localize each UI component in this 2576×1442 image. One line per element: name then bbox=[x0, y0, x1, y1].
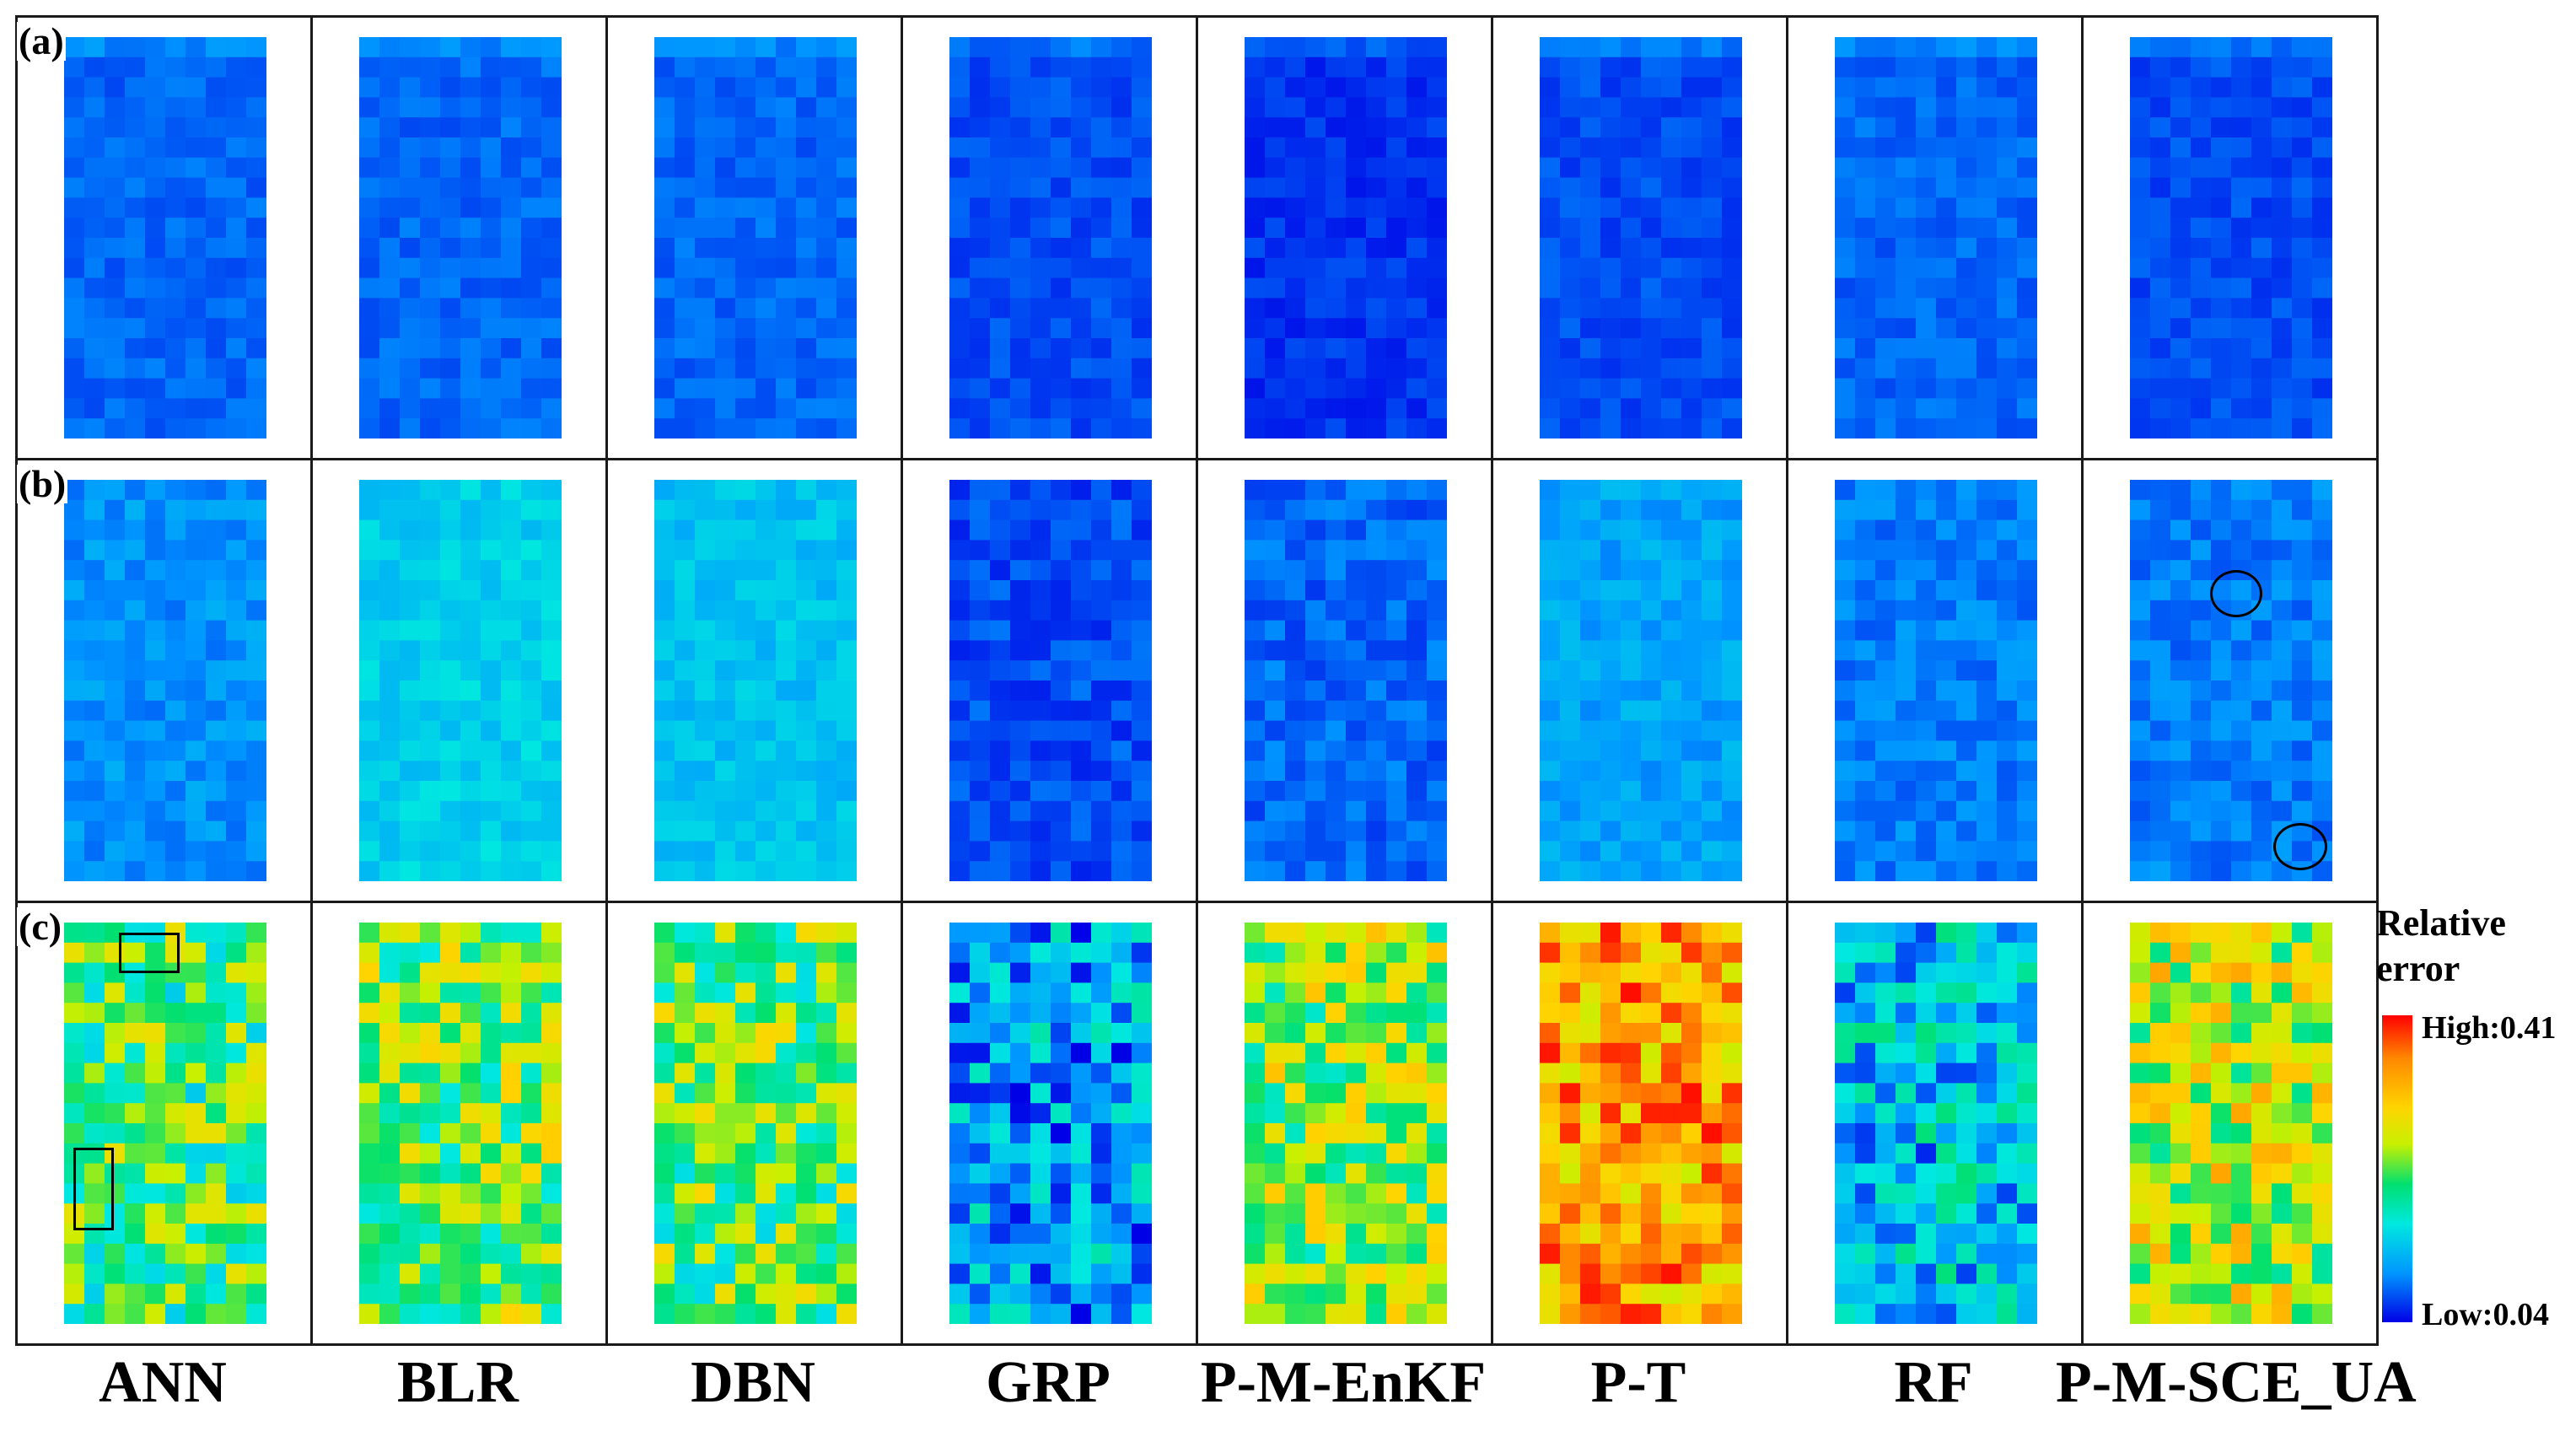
model-label-ann: ANN bbox=[99, 1350, 227, 1415]
annotation-rectangle-2 bbox=[73, 1148, 114, 1230]
heatmap-image bbox=[949, 480, 1152, 881]
panel-blr-row-1 bbox=[310, 15, 608, 460]
row-label-a: (a) bbox=[17, 19, 66, 62]
panel-rf-row-3 bbox=[1786, 901, 2084, 1346]
heatmap-image bbox=[1835, 480, 2037, 881]
heatmap-image bbox=[1835, 923, 2037, 1324]
annotation-circle-1 bbox=[2210, 570, 2262, 617]
heatmap-image bbox=[359, 37, 562, 439]
model-label-dbn: DBN bbox=[691, 1350, 815, 1415]
model-label-rf: RF bbox=[1894, 1350, 1973, 1415]
heatmap-image bbox=[1540, 480, 1742, 881]
panel-dbn-row-1 bbox=[605, 15, 903, 460]
annotation-rectangle-1 bbox=[119, 933, 180, 973]
panel-p-m-enkf-row-3 bbox=[1196, 901, 1493, 1346]
panel-p-m-sce-ua-row-1 bbox=[2081, 15, 2379, 460]
panel-p-m-sce-ua-row-2 bbox=[2081, 458, 2379, 903]
heatmap-image bbox=[1245, 480, 1447, 881]
heatmap-image bbox=[359, 923, 562, 1324]
heatmap-image bbox=[64, 480, 266, 881]
annotation-circle-2 bbox=[2273, 823, 2327, 870]
panel-p-m-sce-ua-row-3 bbox=[2081, 901, 2379, 1346]
heatmap-image bbox=[654, 480, 857, 881]
heatmap-image bbox=[2130, 480, 2332, 881]
colorbar-title: Relative error bbox=[2376, 902, 2506, 989]
heatmap-image bbox=[1540, 37, 1742, 439]
model-label-p-m-enkf: P-M-EnKF bbox=[1200, 1350, 1487, 1415]
model-label-blr: BLR bbox=[397, 1350, 519, 1415]
heatmap-image bbox=[64, 37, 266, 439]
model-label-grp: GRP bbox=[986, 1350, 1111, 1415]
colorbar-gradient bbox=[2382, 1015, 2412, 1322]
panel-p-t-row-1 bbox=[1491, 15, 1788, 460]
heatmap-image bbox=[1835, 37, 2037, 439]
heatmap-image bbox=[949, 37, 1152, 439]
heatmap-image bbox=[2130, 37, 2332, 439]
panel-blr-row-2 bbox=[310, 458, 608, 903]
row-label-c: (c) bbox=[17, 905, 64, 948]
panel-p-t-row-2 bbox=[1491, 458, 1788, 903]
panel-p-m-enkf-row-1 bbox=[1196, 15, 1493, 460]
panel-ann-row-1 bbox=[15, 15, 313, 460]
panel-p-m-enkf-row-2 bbox=[1196, 458, 1493, 903]
heatmap-grid bbox=[15, 15, 2379, 1346]
model-label-p-m-sce-ua: P-M-SCE_UA bbox=[2056, 1350, 2417, 1415]
panel-p-t-row-3 bbox=[1491, 901, 1788, 1346]
row-label-b: (b) bbox=[17, 462, 68, 505]
model-label-p-t: P-T bbox=[1590, 1350, 1686, 1415]
panel-ann-row-3 bbox=[15, 901, 313, 1346]
panel-dbn-row-2 bbox=[605, 458, 903, 903]
heatmap-image bbox=[1540, 923, 1742, 1324]
heatmap-image bbox=[2130, 923, 2332, 1324]
colorbar-low-label: Low:0.04 bbox=[2422, 1297, 2549, 1332]
heatmap-image bbox=[359, 480, 562, 881]
colorbar-high-label: High:0.41 bbox=[2422, 1010, 2557, 1046]
panel-grp-row-1 bbox=[901, 15, 1198, 460]
panel-rf-row-2 bbox=[1786, 458, 2084, 903]
panel-dbn-row-3 bbox=[605, 901, 903, 1346]
heatmap-image bbox=[949, 923, 1152, 1324]
panel-grp-row-2 bbox=[901, 458, 1198, 903]
panel-grp-row-3 bbox=[901, 901, 1198, 1346]
heatmap-image bbox=[654, 923, 857, 1324]
heatmap-image bbox=[1245, 37, 1447, 439]
panel-ann-row-2 bbox=[15, 458, 313, 903]
heatmap-image bbox=[64, 923, 266, 1324]
panel-blr-row-3 bbox=[310, 901, 608, 1346]
panel-rf-row-1 bbox=[1786, 15, 2084, 460]
heatmap-image bbox=[654, 37, 857, 439]
heatmap-image bbox=[1245, 923, 1447, 1324]
